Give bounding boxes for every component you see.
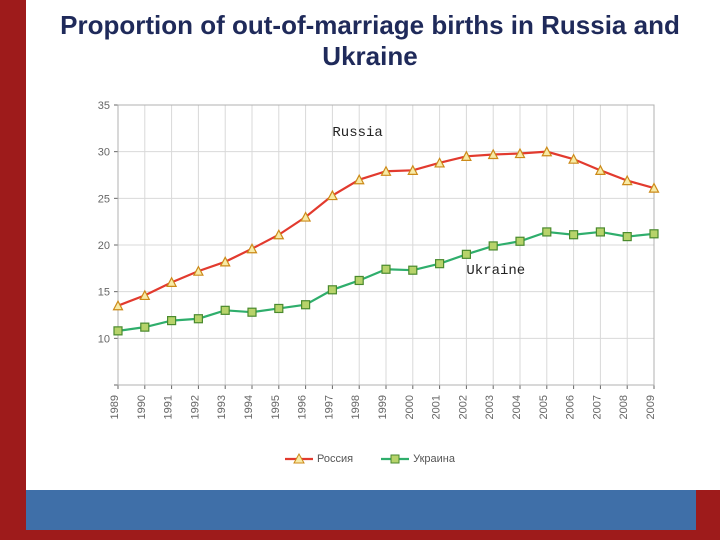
- svg-text:2009: 2009: [645, 395, 657, 419]
- svg-text:2000: 2000: [404, 395, 416, 419]
- svg-text:1991: 1991: [163, 395, 175, 419]
- decorative-left-bar: [0, 0, 26, 540]
- svg-text:1992: 1992: [189, 395, 201, 419]
- legend-item-russia: Россия: [285, 453, 353, 465]
- svg-text:1996: 1996: [297, 395, 309, 419]
- svg-text:1993: 1993: [216, 395, 228, 419]
- slide-title: Proportion of out-of-marriage births in …: [40, 10, 700, 72]
- svg-text:2001: 2001: [431, 395, 443, 419]
- svg-text:2004: 2004: [511, 395, 523, 419]
- legend-label: Россия: [317, 453, 353, 465]
- svg-text:30: 30: [98, 147, 110, 159]
- series-label-russia: Russia: [332, 125, 382, 141]
- svg-text:1998: 1998: [350, 395, 362, 419]
- svg-text:35: 35: [98, 100, 110, 112]
- series-label-ukraine: Ukraine: [466, 263, 525, 279]
- svg-text:1989: 1989: [109, 395, 121, 419]
- svg-text:1999: 1999: [377, 395, 389, 419]
- svg-text:2003: 2003: [484, 395, 496, 419]
- svg-text:2005: 2005: [538, 395, 550, 419]
- decorative-bottom-inner: [26, 490, 696, 530]
- svg-text:20: 20: [98, 240, 110, 252]
- chart-svg: 10 15 20 25 30 35 1989 1990 1991 1992 1993 1994 1995…: [70, 95, 670, 475]
- svg-text:1995: 1995: [270, 395, 282, 419]
- svg-text:1990: 1990: [136, 395, 148, 419]
- svg-text:2006: 2006: [565, 395, 577, 419]
- svg-text:15: 15: [98, 287, 110, 299]
- svg-text:1997: 1997: [323, 395, 335, 419]
- chart-legend: Россия Украина: [70, 453, 670, 465]
- line-chart: 10 15 20 25 30 35 1989 1990 1991 1992 1993 1994 1995…: [70, 95, 670, 475]
- svg-text:25: 25: [98, 193, 110, 205]
- svg-text:2008: 2008: [618, 395, 630, 419]
- svg-text:1994: 1994: [243, 395, 255, 419]
- legend-item-ukraine: Украина: [381, 453, 455, 465]
- svg-text:2002: 2002: [457, 395, 469, 419]
- svg-text:10: 10: [98, 333, 110, 345]
- slide: Proportion of out-of-marriage births in …: [0, 0, 720, 540]
- legend-label: Украина: [413, 453, 455, 465]
- svg-text:2007: 2007: [591, 395, 603, 419]
